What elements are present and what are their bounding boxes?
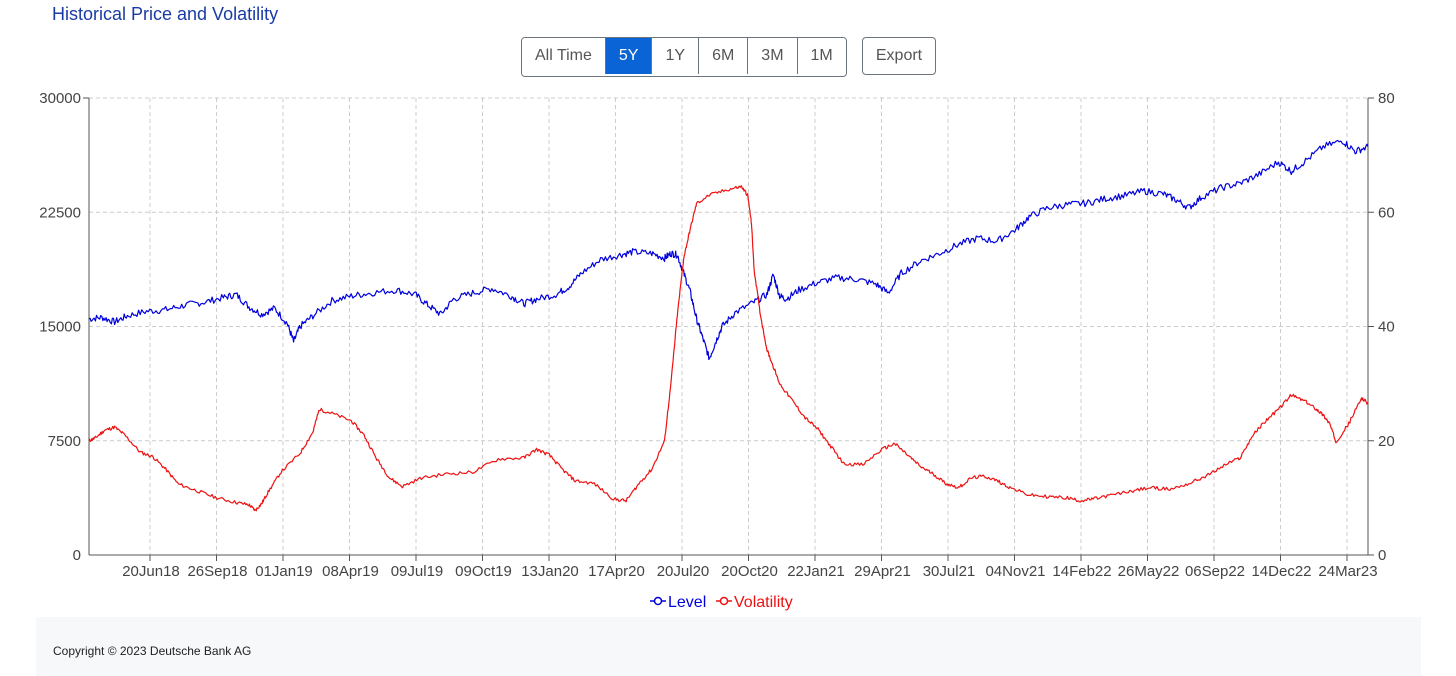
x-tick-label: 26May22: [1118, 563, 1180, 580]
x-tick-label: 17Apr20: [588, 563, 645, 580]
legend-volatility-label: Volatility: [734, 594, 793, 611]
y-left-tick-label: 15000: [39, 319, 81, 336]
y-right-tick-label: 80: [1378, 90, 1395, 107]
x-tick-label: 14Dec22: [1251, 563, 1311, 580]
level-series-line: [88, 139, 1369, 361]
x-tick-label: 26Sep18: [187, 563, 247, 580]
y-left-tick-label: 30000: [39, 90, 81, 107]
range-selector: All Time 5Y 1Y 6M 3M 1M: [521, 37, 847, 77]
x-tick-label: 22Jan21: [787, 563, 845, 580]
x-tick-label: 13Jan20: [521, 563, 579, 580]
price-volatility-chart: 0 7500 15000 22500 30000 0 20 40 60 80 20Jun18 26Se…: [39, 90, 1395, 611]
range-3m-button[interactable]: 3M: [748, 38, 798, 74]
legend-level-label: Level: [668, 594, 706, 611]
range-1y-button[interactable]: 1Y: [652, 38, 700, 74]
y-left-tick-label: 0: [73, 547, 81, 564]
x-tick-label: 20Jul20: [657, 563, 710, 580]
x-tick-label: 14Feb22: [1052, 563, 1111, 580]
x-tick-label: 20Oct20: [721, 563, 778, 580]
legend-volatility-marker: [719, 596, 729, 606]
range-1m-button[interactable]: 1M: [797, 38, 846, 74]
y-right-tick-label: 0: [1378, 547, 1386, 564]
x-tick-label: 09Jul19: [391, 563, 444, 580]
y-left-tick-label: 22500: [39, 204, 81, 221]
x-tick-label: 20Jun18: [122, 563, 180, 580]
x-tick-label: 29Apr21: [854, 563, 911, 580]
x-tick-label: 01Jan19: [255, 563, 313, 580]
y-right-tick-label: 40: [1378, 319, 1395, 336]
legend-level-marker: [653, 596, 663, 606]
export-button[interactable]: Export: [862, 37, 936, 75]
x-tick-label: 06Sep22: [1185, 563, 1245, 580]
volatility-series-line: [88, 185, 1369, 512]
x-tick-label: 24Mar23: [1318, 563, 1377, 580]
y-right-tick-label: 20: [1378, 433, 1395, 450]
range-6m-button[interactable]: 6M: [699, 38, 749, 74]
x-tick-label: 30Jul21: [923, 563, 976, 580]
y-left-tick-label: 7500: [48, 433, 81, 450]
x-tick-label: 04Nov21: [985, 563, 1045, 580]
y-right-tick-label: 60: [1378, 204, 1395, 221]
x-tick-label: 08Apr19: [322, 563, 379, 580]
range-all-time-button[interactable]: All Time: [522, 38, 606, 74]
chart-title: Historical Price and Volatility: [52, 4, 279, 24]
footer: Copyright © 2023 Deutsche Bank AG: [36, 617, 1421, 676]
range-5y-button[interactable]: 5Y: [605, 38, 653, 74]
copyright-text: Copyright © 2023 Deutsche Bank AG: [53, 644, 252, 658]
x-tick-label: 09Oct19: [455, 563, 512, 580]
